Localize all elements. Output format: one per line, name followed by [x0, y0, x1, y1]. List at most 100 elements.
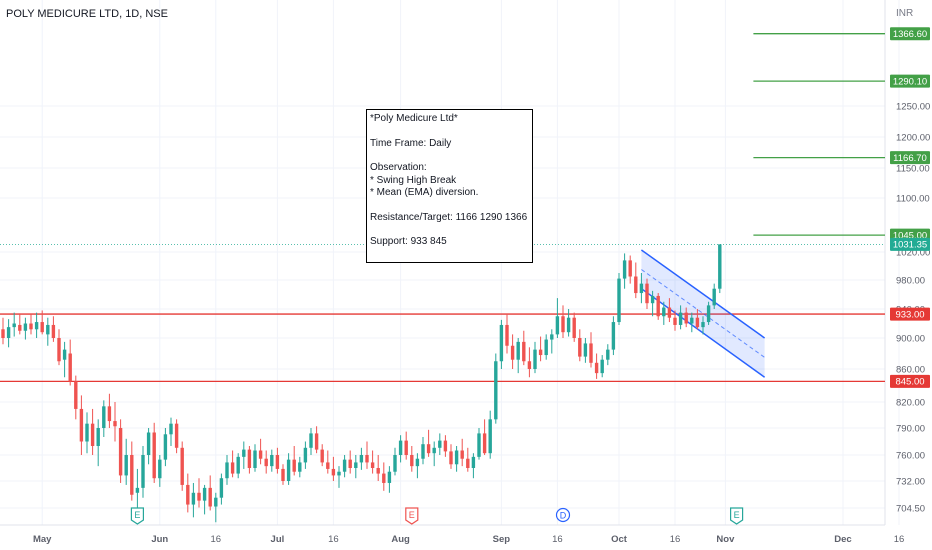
- price-badge: [890, 307, 930, 321]
- candle-body: [169, 423, 173, 435]
- candle-body: [376, 468, 380, 474]
- candle-body: [359, 455, 364, 463]
- candle-body: [74, 381, 78, 409]
- candle-body: [180, 447, 184, 485]
- candle-body: [68, 353, 72, 382]
- candle-body: [628, 260, 632, 277]
- candle-body: [331, 468, 336, 476]
- price-tick-label: 732.00: [896, 477, 925, 488]
- candle-body: [589, 343, 593, 363]
- candle-body: [118, 428, 123, 476]
- candle-body: [611, 322, 616, 350]
- note-timeframe: Time Frame: Daily: [370, 137, 452, 149]
- note-resistance: Resistance/Target: 1166 1290 1366: [370, 211, 528, 223]
- candle-body: [197, 492, 201, 501]
- candle-body: [578, 338, 582, 357]
- candle-body: [230, 462, 235, 474]
- candle-body: [342, 459, 347, 472]
- candle-body: [242, 449, 246, 457]
- currency-label: INR: [896, 8, 914, 19]
- price-tick-label: 704.50: [896, 504, 925, 515]
- price-badge: [890, 151, 930, 165]
- price-tick-label: 760.00: [896, 451, 925, 462]
- candle-body: [354, 462, 358, 468]
- candle-body: [348, 459, 352, 468]
- note-observation-2: * Mean (EMA) diversion.: [370, 187, 479, 198]
- candle-body: [96, 428, 100, 446]
- candle-body: [622, 260, 627, 279]
- time-tick-label: Jun: [151, 534, 168, 545]
- candle-body: [107, 406, 112, 422]
- candle-body: [320, 449, 324, 463]
- candle-body: [130, 455, 134, 495]
- candle-body: [85, 423, 89, 442]
- price-badge: [890, 74, 930, 88]
- candle-body: [141, 455, 145, 488]
- time-tick-label: May: [33, 534, 52, 545]
- candle-body: [102, 406, 106, 428]
- candle-body: [718, 244, 722, 289]
- price-badge-label: 1290.10: [893, 76, 927, 87]
- candle-body: [57, 338, 61, 362]
- note-observation-1: * Swing High Break: [370, 174, 457, 186]
- candle-body: [6, 327, 11, 338]
- candle-body: [225, 462, 229, 479]
- price-tick-label: 790.00: [896, 424, 925, 435]
- candle-body: [12, 323, 16, 328]
- earnings-marker[interactable]: [730, 507, 744, 525]
- candle-body: [292, 459, 296, 472]
- symbol-title: POLY MEDICURE LTD, 1D, NSE: [6, 8, 168, 20]
- candle-body: [18, 324, 22, 331]
- candle-body: [656, 295, 660, 317]
- dividend-marker[interactable]: [555, 507, 571, 523]
- candle-body: [695, 317, 700, 328]
- price-tick-label: 1200.00: [896, 133, 930, 144]
- price-badge-label: 1366.60: [893, 29, 927, 40]
- candle-body: [606, 349, 610, 360]
- observation-note[interactable]: *Poly Medicure Ltd* Time Frame: Daily Ob…: [366, 109, 533, 263]
- candle-body: [174, 423, 179, 448]
- candle-body: [146, 432, 151, 455]
- candle-body: [1, 329, 5, 338]
- price-tick-label: 900.00: [896, 334, 925, 345]
- candle-body: [645, 283, 649, 304]
- candle-body: [522, 341, 526, 362]
- earnings-marker[interactable]: [405, 507, 419, 525]
- candle-body: [51, 324, 56, 338]
- candle-body: [566, 317, 571, 333]
- note-support: Support: 933 845: [370, 236, 447, 247]
- price-tick-label: 1150.00: [896, 164, 930, 175]
- price-tick-label: 1020.00: [896, 248, 930, 259]
- price-badge-label: 845.00: [895, 377, 924, 388]
- candle-body: [482, 433, 487, 454]
- candle-body: [186, 484, 190, 505]
- dividend-marker-label: D: [560, 511, 567, 521]
- candle-body: [650, 295, 655, 304]
- candle-body: [158, 459, 162, 479]
- candle-body: [706, 305, 711, 323]
- candle-body: [561, 316, 565, 333]
- channel-upper-line[interactable]: [640, 249, 766, 339]
- time-tick-label: Sep: [493, 534, 511, 545]
- time-tick-label: Aug: [391, 534, 410, 545]
- earnings-marker[interactable]: [130, 507, 144, 525]
- candle-body: [415, 458, 420, 467]
- price-badge: [890, 27, 930, 41]
- channel-mid-line[interactable]: [641, 269, 765, 358]
- candle-body: [639, 283, 644, 294]
- candle-body: [298, 462, 302, 472]
- candle-body: [426, 444, 431, 454]
- price-badge-label: 1166.70: [893, 153, 927, 164]
- candle-body: [258, 450, 263, 459]
- candle-body: [326, 462, 330, 469]
- candle-body: [494, 361, 498, 420]
- candle-body: [247, 449, 252, 468]
- earnings-marker-label: E: [134, 510, 140, 520]
- candle-body: [124, 455, 128, 476]
- candle-body: [684, 312, 688, 324]
- candle-body: [208, 487, 212, 507]
- candle-body: [550, 334, 554, 340]
- candle-body: [135, 487, 140, 493]
- time-tick-label: 16: [670, 534, 681, 545]
